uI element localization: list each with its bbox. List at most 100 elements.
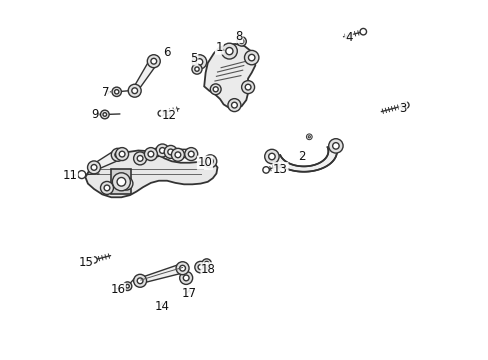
Circle shape	[111, 148, 124, 161]
Circle shape	[101, 181, 113, 194]
Circle shape	[147, 55, 160, 68]
Text: 2: 2	[298, 150, 305, 163]
Circle shape	[123, 283, 131, 290]
Circle shape	[179, 271, 192, 284]
Circle shape	[225, 48, 232, 55]
Circle shape	[115, 152, 121, 158]
Circle shape	[184, 148, 197, 161]
Text: 18: 18	[201, 263, 216, 276]
Circle shape	[112, 87, 121, 96]
Circle shape	[113, 89, 120, 95]
Circle shape	[176, 262, 189, 275]
Circle shape	[221, 43, 237, 59]
Circle shape	[137, 156, 142, 161]
Text: 14: 14	[154, 300, 169, 313]
Circle shape	[239, 39, 244, 44]
Circle shape	[248, 54, 254, 61]
Circle shape	[332, 143, 339, 149]
Text: 3: 3	[398, 102, 406, 114]
Text: 12: 12	[161, 109, 176, 122]
Circle shape	[144, 148, 157, 161]
Circle shape	[213, 87, 218, 92]
Circle shape	[202, 259, 211, 268]
Circle shape	[264, 149, 279, 164]
Circle shape	[194, 67, 199, 71]
Circle shape	[237, 37, 246, 46]
Polygon shape	[271, 146, 336, 172]
Circle shape	[237, 37, 245, 45]
Circle shape	[112, 173, 130, 191]
Text: 8: 8	[235, 30, 242, 42]
Circle shape	[78, 171, 85, 179]
Circle shape	[123, 181, 129, 186]
Polygon shape	[92, 150, 120, 170]
Polygon shape	[106, 179, 127, 190]
Text: 10: 10	[197, 156, 212, 169]
Circle shape	[103, 113, 106, 116]
Text: 4: 4	[345, 31, 352, 44]
Circle shape	[120, 177, 133, 190]
Text: 11: 11	[62, 169, 77, 182]
Circle shape	[306, 134, 311, 140]
Circle shape	[194, 261, 206, 273]
Circle shape	[101, 110, 109, 119]
Circle shape	[159, 148, 165, 153]
Circle shape	[203, 155, 216, 168]
Text: 13: 13	[272, 163, 287, 176]
Circle shape	[115, 148, 128, 161]
Circle shape	[137, 278, 142, 284]
Circle shape	[164, 145, 177, 158]
Circle shape	[188, 151, 194, 157]
Text: 16: 16	[110, 283, 125, 296]
Circle shape	[183, 275, 189, 281]
Polygon shape	[139, 264, 183, 283]
Text: 6: 6	[163, 46, 170, 59]
Polygon shape	[85, 150, 217, 197]
Circle shape	[117, 177, 125, 186]
Circle shape	[123, 282, 132, 291]
Circle shape	[210, 84, 221, 95]
Circle shape	[359, 28, 366, 35]
Circle shape	[91, 257, 97, 263]
Circle shape	[91, 165, 97, 170]
Circle shape	[207, 158, 213, 164]
Circle shape	[132, 88, 137, 94]
Circle shape	[119, 151, 125, 157]
Circle shape	[148, 151, 153, 157]
Text: 5: 5	[190, 52, 197, 65]
Circle shape	[198, 265, 203, 270]
Circle shape	[192, 64, 202, 74]
Circle shape	[158, 111, 163, 116]
Circle shape	[192, 55, 206, 69]
Circle shape	[231, 102, 237, 108]
Circle shape	[133, 152, 146, 165]
Circle shape	[227, 99, 241, 112]
Polygon shape	[139, 146, 163, 161]
Circle shape	[179, 265, 185, 271]
FancyBboxPatch shape	[111, 169, 131, 194]
Circle shape	[151, 58, 156, 64]
Circle shape	[104, 185, 110, 191]
Circle shape	[175, 152, 181, 158]
Circle shape	[114, 90, 119, 94]
Circle shape	[128, 84, 141, 97]
Polygon shape	[204, 44, 255, 109]
Text: 17: 17	[181, 287, 196, 300]
Circle shape	[125, 284, 129, 288]
Circle shape	[244, 50, 258, 65]
Circle shape	[244, 84, 250, 90]
Text: 7: 7	[102, 86, 109, 99]
Circle shape	[268, 153, 275, 160]
Text: 1: 1	[215, 41, 223, 54]
Circle shape	[402, 102, 408, 108]
Circle shape	[167, 149, 173, 155]
Circle shape	[133, 274, 146, 287]
Text: 15: 15	[79, 256, 93, 269]
Circle shape	[87, 161, 101, 174]
Circle shape	[196, 59, 203, 65]
Polygon shape	[170, 149, 191, 159]
Text: 9: 9	[91, 108, 99, 121]
Circle shape	[204, 261, 208, 266]
Circle shape	[171, 148, 184, 161]
Circle shape	[241, 81, 254, 94]
